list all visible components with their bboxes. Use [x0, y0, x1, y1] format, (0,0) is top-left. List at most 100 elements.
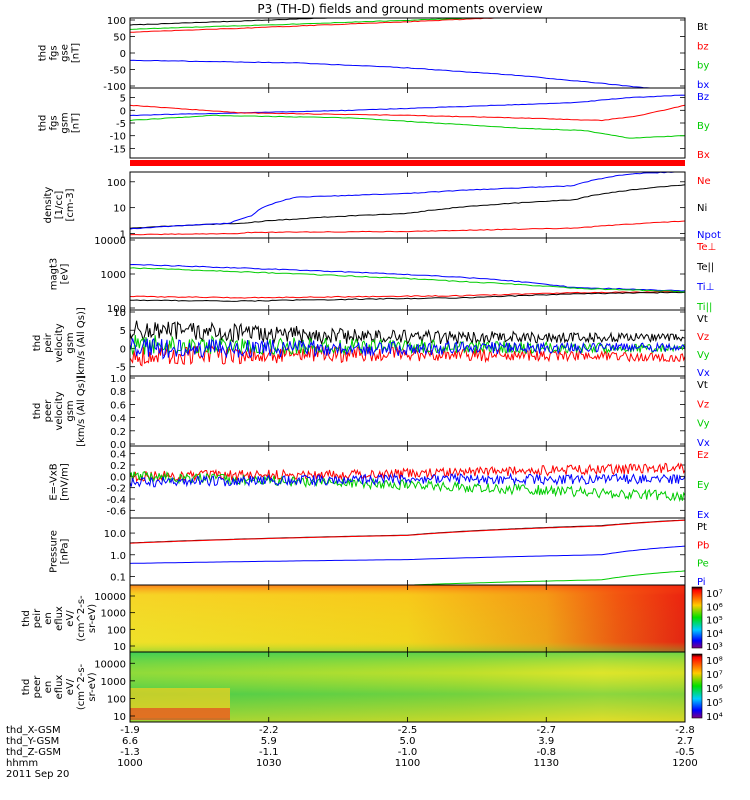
y-tick-label: 10000	[94, 592, 126, 603]
y-tick-label: 0.0	[110, 440, 126, 451]
y-tick-label: -0.6	[106, 506, 126, 517]
axis-value: -1.3	[120, 747, 140, 758]
legend-peir-velocity-Vx: Vx	[697, 368, 710, 379]
frame-fgs-gse	[129, 17, 686, 89]
y-tick-label: -15	[110, 144, 126, 155]
legend-peer-velocity-Vx: Vx	[697, 438, 710, 449]
axis-value: -1.0	[398, 747, 418, 758]
date-label: 2011 Sep 20	[6, 769, 69, 780]
legend-e-field-Ex: Ex	[697, 510, 709, 521]
y-tick-label: 100	[107, 625, 126, 636]
series-temperature-Te||	[129, 291, 686, 302]
y-tick-label: 1	[120, 229, 126, 240]
axis-value: 3.9	[538, 736, 554, 747]
panel-e-field: 0.40.20.0-0.2-0.4-0.6 Ez Ey Ex E=-VxB[mV/m]	[49, 445, 709, 521]
panel-peir-velocity: 10 5 0 -5 Vt Vz Vy Vx thdpeirvelocitygsm[km/s (A…	[32, 307, 710, 379]
legend-density-Npot: Npot	[697, 230, 721, 241]
frame-density	[129, 171, 686, 239]
legend-pressure-Pi: Pi	[697, 577, 706, 588]
axis-value: 1030	[256, 758, 281, 769]
axis-value: -1.9	[120, 725, 140, 736]
axis-value: -2.5	[398, 725, 418, 736]
legend-temperature-Te||: Te||	[696, 262, 714, 273]
y-tick-label: 0	[120, 106, 126, 117]
legend-peir-velocity-Vy: Vy	[697, 350, 710, 361]
frame-fgs-gsm	[129, 87, 686, 159]
panel-temperature: 10000 1000 100 Te⊥ Te|| Ti⊥ Ti|| magt3[eV]	[49, 236, 717, 315]
colorbar-peir-spec	[691, 586, 703, 649]
axis-value: 1200	[672, 758, 697, 769]
series-temperature-Ti||	[129, 267, 686, 293]
axis-value: -1.1	[259, 747, 279, 758]
row-label-hhmm: hhmm	[6, 758, 38, 769]
colorbar-tick: 10⁴	[706, 712, 723, 723]
y-tick-label: 10000	[94, 236, 126, 247]
legend-peer-velocity-Vz: Vz	[697, 399, 709, 410]
y-tick-label: 5	[120, 94, 126, 105]
axis-value: -2.8	[675, 725, 695, 736]
row-label-x: thd_X-GSM	[6, 725, 61, 736]
y-label-e-field: E=-VxB[mV/m]	[49, 463, 71, 501]
axis-value: 5.9	[261, 736, 277, 747]
colorbar-tick: 10⁷	[706, 589, 723, 600]
y-tick-label: 100	[107, 694, 126, 705]
y-label-density: density[1/cc][cm-3]	[43, 187, 76, 224]
y-label-peer-velocity: thdpeervelocitygsm[km/s (All Qs)]	[32, 375, 87, 447]
y-tick-label: 0.1	[110, 572, 126, 583]
y-label-fgs-gsm: thdfgsgsm[nT]	[38, 112, 82, 133]
axis-value: 5.0	[400, 736, 416, 747]
y-tick-label: 1.0	[110, 551, 126, 562]
y-tick-label: 0.4	[110, 414, 126, 425]
y-tick-label: 10	[113, 642, 126, 653]
colorbar-tick: 10⁶	[706, 684, 723, 695]
legend-temperature-Te⊥: Te⊥	[696, 242, 716, 253]
y-tick-label: 0.4	[110, 450, 126, 461]
y-tick-label: 10	[113, 712, 126, 723]
axis-value: 2.7	[677, 736, 693, 747]
frame-pressure	[129, 517, 686, 586]
y-tick-label: 100	[107, 304, 126, 315]
series-density-Ni	[129, 184, 686, 229]
axis-value: 1100	[395, 758, 420, 769]
legend-e-field-Ez: Ez	[697, 450, 709, 461]
series-temperature-Te⊥	[129, 290, 686, 299]
y-tick-label: 10.0	[104, 529, 126, 540]
row-label-y: thd_Y-GSM	[6, 736, 59, 747]
y-tick-label: 0.2	[110, 427, 126, 438]
y-tick-label: 10	[113, 204, 126, 215]
y-tick-label: 0	[120, 49, 126, 60]
axis-value: -2.7	[536, 725, 556, 736]
ion-spectrogram-overlay	[130, 585, 685, 652]
y-tick-label: -10	[110, 132, 126, 143]
panel-fgs-gse: 100 50 0 -50 -100 Bt bz by bx thdfgsgse[nT]	[38, 16, 710, 93]
y-label-peir-spec: thdpeirenefluxeV/(cm^2-s-sr-eV)	[21, 595, 98, 642]
legend-fgs-gse-bx: bx	[697, 80, 709, 91]
y-tick-label: 0.2	[110, 461, 126, 472]
colorbar-peer-spec	[691, 653, 703, 719]
legend-fgs-gse-Bt: Bt	[697, 22, 708, 33]
panel-peer-spec: 10⁸ 10⁷ 10⁶ 10⁵ 10⁴ 10000 1000 100 10 thdpeerenef…	[21, 651, 723, 723]
colorbar-tick: 10⁶	[706, 602, 723, 613]
series-pressure-Pi	[129, 545, 686, 564]
y-label-fgs-gse: thdfgsgse[nT]	[38, 43, 82, 63]
panel-density: 100 10 1 Ne Ni Npot density[1/cc][cm-3]	[43, 171, 721, 241]
colorbar-tick: 10³	[706, 642, 723, 653]
y-tick-label: 0.8	[110, 387, 126, 398]
y-tick-label: 100	[107, 178, 126, 189]
series-fgs-gsm-By	[129, 114, 686, 139]
panel-peir-spec: 10⁷ 10⁶ 10⁵ 10⁴ 10³ 10000 1000 100 10 thdpeirenef…	[21, 584, 723, 653]
legend-pressure-Pb: Pb	[697, 540, 709, 551]
y-tick-label: -5	[116, 363, 126, 374]
y-tick-label: 10000	[94, 659, 126, 670]
series-peir-velocity-Vz	[129, 343, 686, 367]
frame-e-field	[129, 445, 686, 519]
series-temperature-Ti⊥	[129, 263, 686, 292]
series-pressure-Pt	[129, 519, 686, 544]
y-tick-label: 50	[113, 33, 126, 44]
y-tick-label: 1000	[101, 609, 126, 620]
panel-peer-velocity: 1.0 0.8 0.6 0.4 0.2 0.0 Vt Vz Vy Vx thdpeervelocit…	[32, 374, 710, 451]
axis-value: -0.8	[536, 747, 556, 758]
legend-fgs-gse-bz: bz	[697, 41, 709, 52]
time-axis-values: -1.9 -2.2 -2.5 -2.7 -2.8 6.6 5.9 5.0 3.9 2.7 -1.3 -…	[117, 725, 697, 769]
